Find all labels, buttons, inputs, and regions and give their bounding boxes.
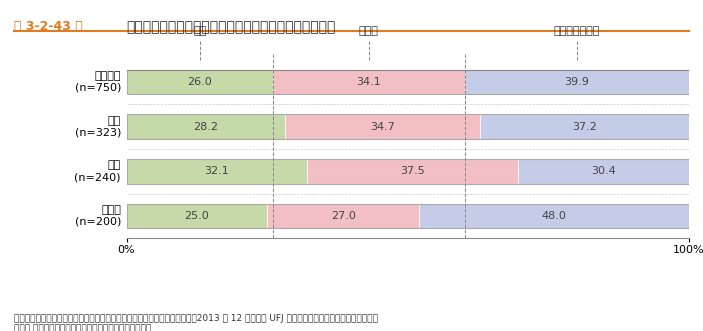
- Bar: [273, 70, 465, 94]
- Text: 37.5: 37.5: [400, 166, 425, 176]
- Bar: [518, 159, 689, 184]
- Bar: [307, 159, 518, 184]
- Text: 27.0: 27.0: [330, 211, 356, 221]
- Bar: [267, 204, 419, 228]
- Text: 37.2: 37.2: [572, 121, 598, 132]
- Text: はい: はい: [193, 26, 206, 36]
- Text: 25.0: 25.0: [184, 211, 209, 221]
- Bar: [127, 159, 307, 184]
- Bar: [127, 204, 267, 228]
- Text: どちらでもない: どちらでもない: [553, 26, 600, 36]
- Bar: [419, 204, 689, 228]
- Text: 資料：中小企業庁委託「日本の起業環境及び潜在的起業家に関する調査」（2013 年 12 月、三菱 UFJ リサーチ＆コンサルティング（株））: 資料：中小企業庁委託「日本の起業環境及び潜在的起業家に関する調査」（2013 年…: [14, 314, 378, 323]
- Text: いいえ: いいえ: [359, 26, 379, 36]
- Bar: [127, 114, 285, 139]
- Text: 26.0: 26.0: [187, 77, 212, 87]
- Text: 48.0: 48.0: [541, 211, 567, 221]
- Bar: [285, 114, 480, 139]
- Bar: [465, 70, 689, 94]
- Bar: [127, 70, 273, 94]
- Text: 起業に関する相談をすることについて抵抗感を感じるか: 起業に関する相談をすることについて抵抗感を感じるか: [127, 20, 336, 34]
- Text: （注） 潜在的起業希望者に対する回答を集計している。: （注） 潜在的起業希望者に対する回答を集計している。: [14, 324, 151, 331]
- Text: 34.1: 34.1: [356, 77, 381, 87]
- Text: 34.7: 34.7: [370, 121, 395, 132]
- Text: 第 3-2-43 図: 第 3-2-43 図: [14, 20, 83, 33]
- Text: 39.9: 39.9: [565, 77, 589, 87]
- Bar: [480, 114, 690, 139]
- Text: 32.1: 32.1: [205, 166, 229, 176]
- Text: 30.4: 30.4: [591, 166, 616, 176]
- Text: 28.2: 28.2: [193, 121, 219, 132]
